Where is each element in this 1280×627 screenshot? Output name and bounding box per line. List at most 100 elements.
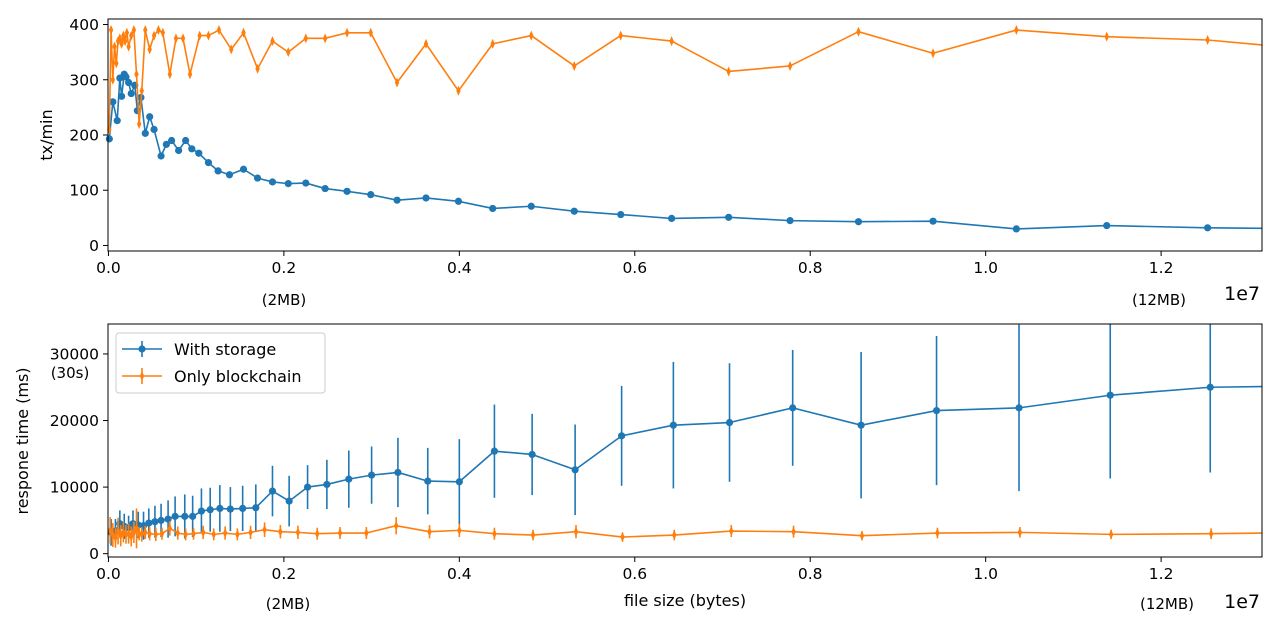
top-point-with-storage <box>117 92 126 100</box>
top-point-only-blockchain <box>126 41 131 52</box>
top-point-with-storage <box>570 207 578 215</box>
bottom-point-only-blockchain <box>139 529 144 540</box>
bottom-point-only-blockchain <box>457 525 462 536</box>
top-x-offset-label: 1e7 <box>1224 283 1260 305</box>
bottom-y-tick-label: 30000 <box>50 345 99 363</box>
top-point-with-storage <box>668 214 676 223</box>
legend-label-with-storage: With storage <box>174 340 276 359</box>
bottom-point-with-storage <box>1015 404 1023 412</box>
bottom-x-tick-label: 0.0 <box>96 565 121 583</box>
legend-label-only-blockchain: Only blockchain <box>174 367 302 386</box>
top-point-only-blockchain <box>572 60 577 71</box>
top-point-only-blockchain <box>156 25 161 36</box>
top-point-with-storage <box>162 140 170 148</box>
bottom-point-only-blockchain <box>573 526 579 537</box>
top-point-only-blockchain <box>344 27 350 38</box>
legend: With storage Only blockchain <box>115 332 326 394</box>
top-point-with-storage <box>157 152 165 160</box>
bottom-point-with-storage <box>252 504 260 512</box>
bottom-x-tick-label: 1.0 <box>973 565 998 583</box>
bottom-point-only-blockchain <box>530 530 536 541</box>
top-point-with-storage <box>239 165 248 173</box>
top-x-tick-label: 1.2 <box>1149 259 1174 277</box>
bottom-series-with-storage <box>108 324 1262 546</box>
top-point-only-blockchain <box>270 36 275 47</box>
bottom-point-with-storage <box>145 519 153 527</box>
bottom-point-with-storage <box>618 432 626 440</box>
top-annotation-12mb: (12MB) <box>1132 291 1186 309</box>
top-point-with-storage <box>725 213 733 221</box>
bottom-point-with-storage <box>285 497 293 505</box>
legend-marker-with-storage <box>138 345 146 353</box>
top-y-tick-label: 100 <box>69 182 99 200</box>
top-point-with-storage <box>141 129 149 137</box>
legend-marker-only-blockchain <box>139 371 145 381</box>
top-plot-area <box>105 18 1263 252</box>
top-point-with-storage <box>204 159 213 167</box>
bottom-point-only-blockchain <box>427 526 432 537</box>
top-point-with-storage <box>188 145 196 153</box>
bottom-point-with-storage <box>171 512 179 520</box>
bottom-point-only-blockchain <box>153 529 159 540</box>
bottom-annotation-30s: (30s) <box>51 364 90 382</box>
top-point-with-storage <box>929 217 937 225</box>
bottom-line-only-blockchain <box>109 524 1262 539</box>
legend-entry-only-blockchain: Only blockchain <box>122 367 302 386</box>
bottom-point-with-storage <box>571 466 579 474</box>
top-point-with-storage <box>105 135 113 143</box>
bottom-point-with-storage <box>239 504 247 513</box>
bottom-series-only-blockchain <box>108 508 1262 549</box>
top-point-only-blockchain <box>669 36 674 47</box>
bottom-point-only-blockchain <box>620 532 625 543</box>
top-y-tick-label: 200 <box>69 127 99 145</box>
top-point-only-blockchain <box>187 69 193 80</box>
top-point-with-storage <box>854 218 863 226</box>
bottom-point-with-storage <box>206 506 214 514</box>
top-point-only-blockchain <box>856 26 861 37</box>
top-point-with-storage <box>225 171 234 179</box>
top-point-only-blockchain <box>173 33 179 44</box>
bottom-x-offset-label: 1e7 <box>1224 591 1260 613</box>
top-point-with-storage <box>527 202 535 210</box>
top-point-only-blockchain <box>160 27 166 38</box>
top-point-only-blockchain <box>529 30 534 41</box>
top-annotation-2mb: (2MB) <box>262 291 306 309</box>
top-panel: 0.0 0.2 0.4 0.6 0.8 1.0 1.2 0 100 200 300 400 tx/m… <box>37 16 1263 309</box>
legend-entry-with-storage: With storage <box>122 340 276 359</box>
top-point-with-storage <box>146 113 154 121</box>
bottom-point-only-blockchain <box>136 528 142 539</box>
bottom-x-axis-label: file size (bytes) <box>624 591 746 610</box>
top-point-with-storage <box>1103 221 1111 230</box>
bottom-point-only-blockchain <box>1208 528 1214 539</box>
bottom-point-only-blockchain <box>1017 527 1023 538</box>
bottom-point-only-blockchain <box>115 526 121 537</box>
top-point-with-storage <box>489 204 497 213</box>
bottom-point-only-blockchain <box>295 527 301 538</box>
top-point-with-storage <box>302 179 310 187</box>
bottom-point-only-blockchain <box>859 530 865 541</box>
bottom-point-with-storage <box>857 421 865 429</box>
top-line-with-storage <box>108 73 1263 230</box>
top-y-tick-label: 0 <box>89 237 99 255</box>
top-x-tick-label: 0.6 <box>622 259 647 277</box>
bottom-point-only-blockchain <box>729 526 734 537</box>
top-point-with-storage <box>268 178 277 186</box>
bottom-point-only-blockchain <box>235 529 240 540</box>
top-point-only-blockchain <box>241 27 246 38</box>
top-point-with-storage <box>343 187 351 195</box>
top-point-with-storage <box>127 89 135 98</box>
legend-box <box>115 332 326 394</box>
top-series-only-blockchain <box>107 25 1263 135</box>
bottom-point-only-blockchain <box>262 524 267 535</box>
bottom-point-with-storage <box>932 406 941 415</box>
bottom-point-only-blockchain <box>791 526 796 537</box>
top-point-only-blockchain <box>423 38 429 49</box>
top-x-tick-label: 0.0 <box>96 259 121 277</box>
bottom-point-with-storage <box>455 478 463 486</box>
bottom-point-only-blockchain <box>183 529 188 540</box>
bottom-point-with-storage <box>216 504 224 513</box>
top-point-only-blockchain <box>167 69 173 80</box>
top-point-only-blockchain <box>112 41 117 52</box>
bottom-point-only-blockchain <box>364 528 369 539</box>
top-point-only-blockchain <box>286 47 291 58</box>
